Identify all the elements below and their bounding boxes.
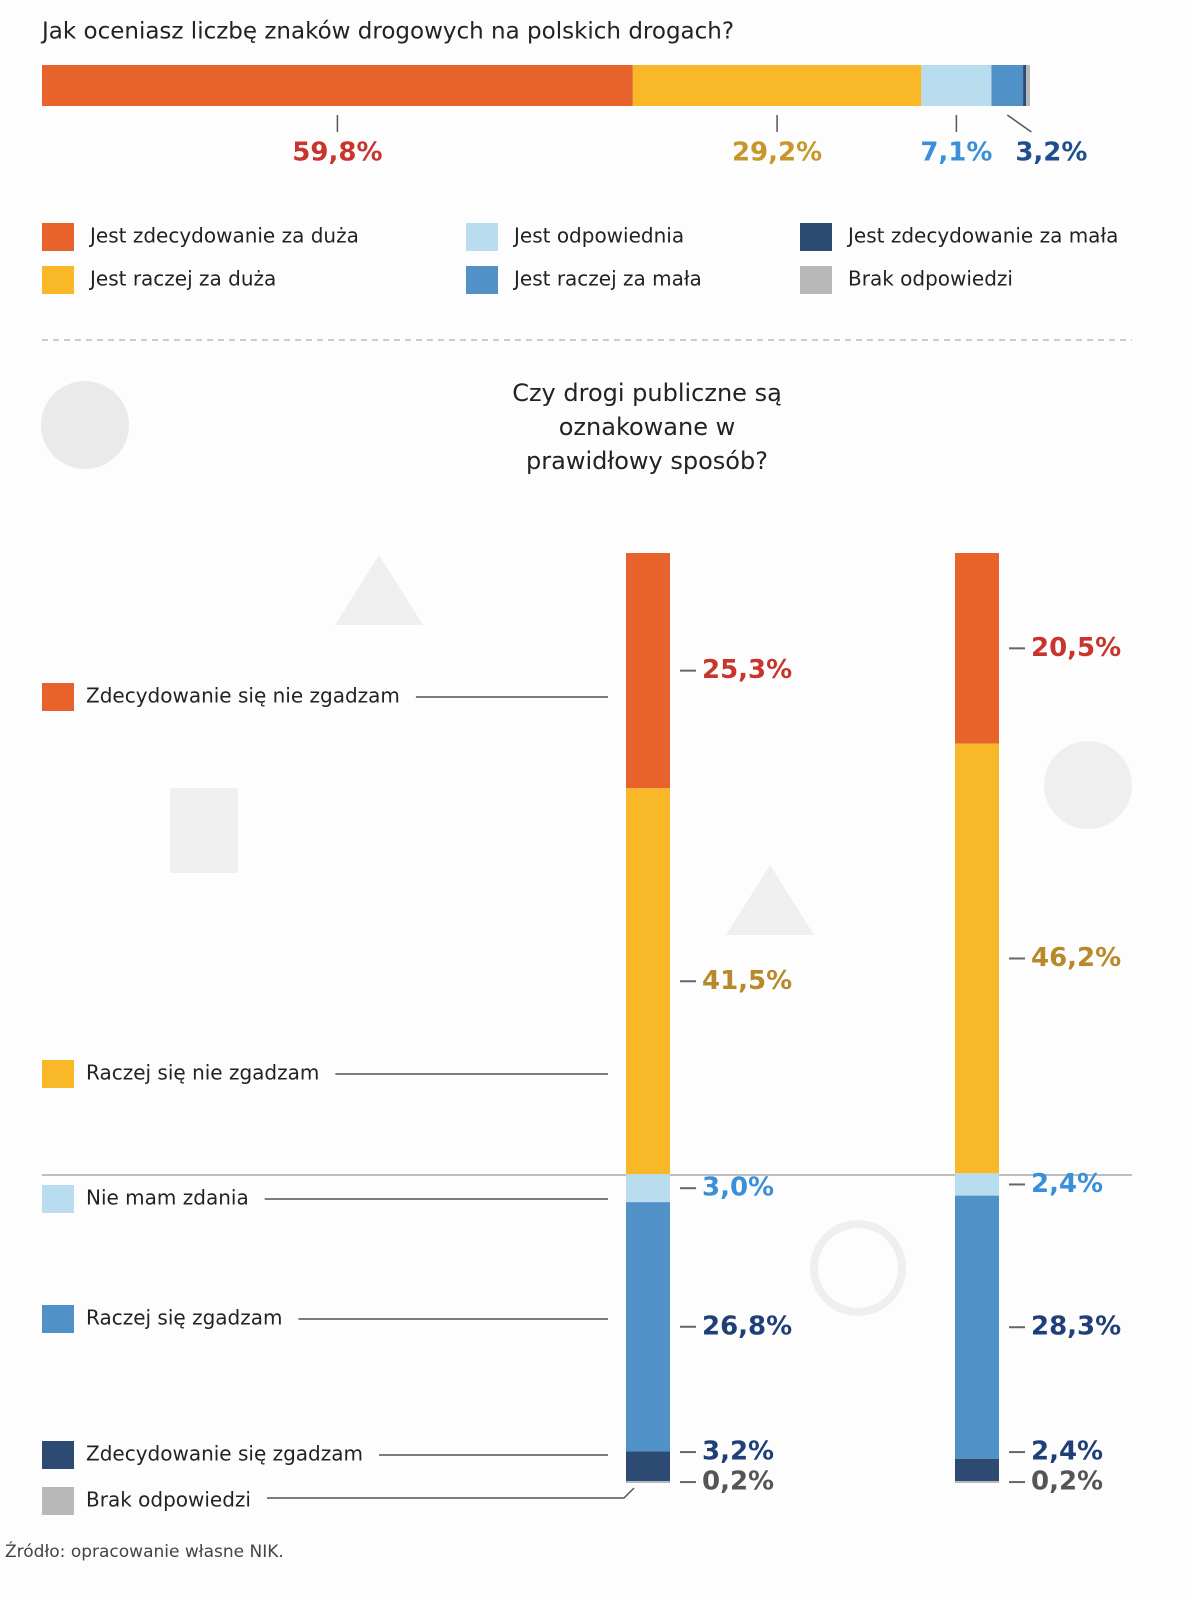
column-segment <box>955 1195 999 1459</box>
column-segment <box>626 788 670 1175</box>
value-label: 25,3% <box>702 655 792 685</box>
legend-swatch <box>42 1441 74 1469</box>
chart-title: Czy drogi publiczne są oznakowane w praw… <box>512 379 782 475</box>
bar-segment <box>1023 65 1027 106</box>
value-label: 26,8% <box>702 1311 792 1341</box>
value-label: 3,0% <box>702 1173 774 1203</box>
legend-swatch <box>466 266 498 294</box>
legend-swatch <box>42 223 74 251</box>
value-label: 0,2% <box>1031 1467 1103 1497</box>
column-segment <box>626 1451 670 1482</box>
value-label: 0,2% <box>702 1467 774 1497</box>
decor <box>41 381 1132 1316</box>
legend-swatch <box>42 1185 74 1213</box>
column-segment <box>626 1202 670 1452</box>
legend-label: Zdecydowanie się nie zgadzam <box>86 684 400 708</box>
value-label: 3,2% <box>1015 138 1087 168</box>
legend-swatch <box>42 1487 74 1515</box>
leader-line <box>266 1487 635 1499</box>
bar-segment <box>1026 65 1030 106</box>
column-segment <box>626 1174 670 1203</box>
legend-label: Brak odpowiedzi <box>848 267 1013 291</box>
legend-label: Jest odpowiednia <box>512 224 684 248</box>
legend-swatch <box>42 1060 74 1088</box>
legend-label: Zdecydowanie się zgadzam <box>86 1442 363 1466</box>
column-segment <box>955 1458 999 1482</box>
legend-swatch <box>42 683 74 711</box>
legend-swatch <box>466 223 498 251</box>
value-label: 2,4% <box>1031 1169 1103 1199</box>
value-label: 7,1% <box>920 138 992 168</box>
chart-title: Jak oceniasz liczbę znaków drogowych na … <box>40 19 734 45</box>
legend-swatch <box>800 266 832 294</box>
bar-segment <box>632 65 922 106</box>
column-segment <box>955 553 999 744</box>
legend-label: Jest zdecydowanie za duża <box>88 224 359 248</box>
source: Źródło: opracowanie własne NIK. <box>5 1540 284 1562</box>
column-segment <box>955 1173 999 1196</box>
label-tick <box>1006 114 1032 133</box>
value-label: 46,2% <box>1031 943 1121 973</box>
value-label: 20,5% <box>1031 633 1121 663</box>
legend-label: Brak odpowiedzi <box>86 1488 251 1512</box>
value-label: 41,5% <box>702 966 792 996</box>
value-label: 29,2% <box>732 138 822 168</box>
value-label: 3,2% <box>702 1437 774 1467</box>
legend-swatch <box>42 266 74 294</box>
column-segment <box>955 1481 999 1483</box>
legend-swatch <box>42 1305 74 1333</box>
legend-label: Raczej się nie zgadzam <box>86 1061 319 1085</box>
column-segment <box>626 553 670 789</box>
bar-segment <box>42 65 633 106</box>
legend-label: Raczej się zgadzam <box>86 1306 282 1330</box>
value-label: 28,3% <box>1031 1312 1121 1342</box>
legend-label: Jest raczej za duża <box>88 267 276 291</box>
value-label: 59,8% <box>292 138 382 168</box>
legend-label: Jest zdecydowanie za mała <box>846 224 1118 248</box>
bar-segment <box>991 65 1024 106</box>
value-label: 2,4% <box>1031 1437 1103 1467</box>
column-segment <box>626 1481 670 1483</box>
column-segment <box>955 743 999 1174</box>
bar-segment <box>921 65 992 106</box>
legend-label: Nie mam zdania <box>86 1186 249 1210</box>
legend-swatch <box>800 223 832 251</box>
legend-label: Jest raczej za mała <box>512 267 702 291</box>
